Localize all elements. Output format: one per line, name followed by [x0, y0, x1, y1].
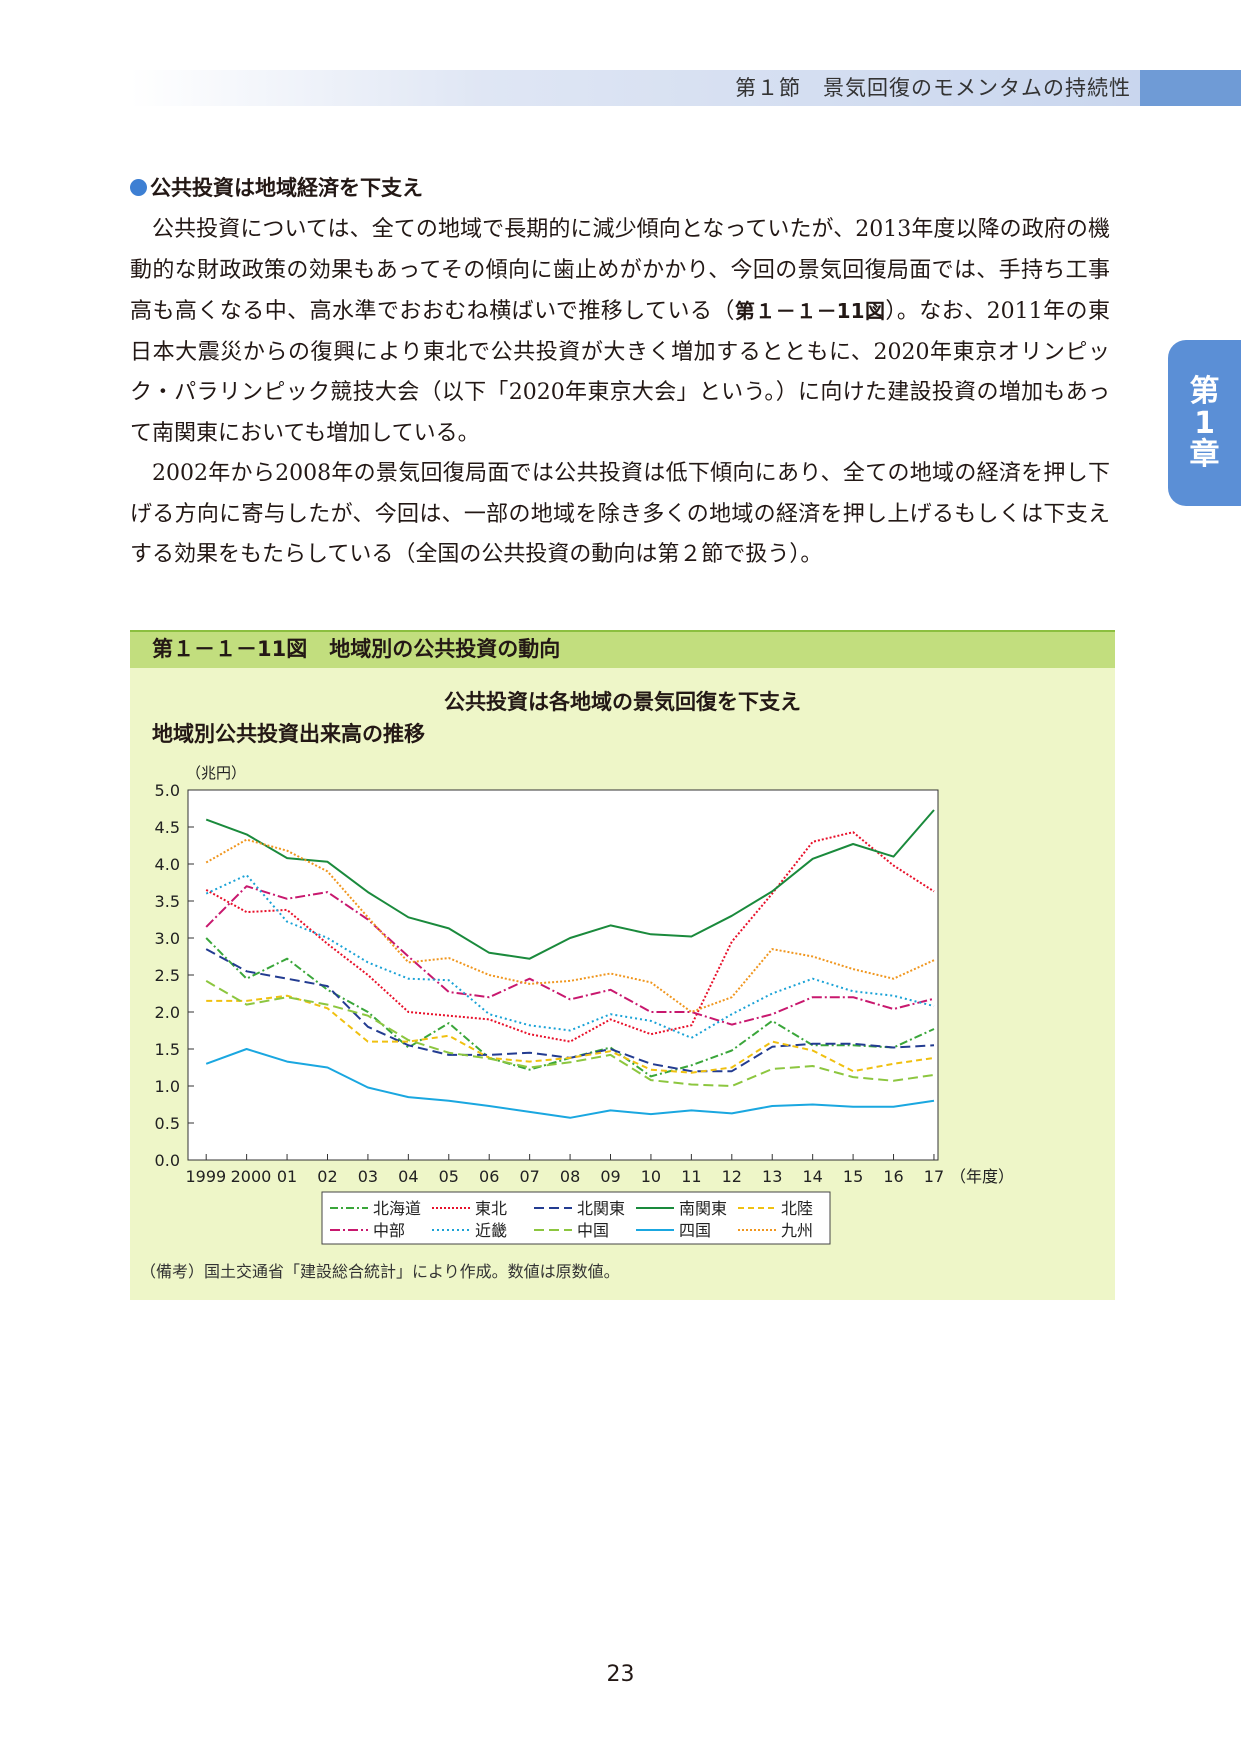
series-line-6: [205, 874, 935, 1039]
section-heading: 公共投資は地域経済を下支え: [130, 172, 423, 202]
x-axis-unit-label: （年度）: [950, 1167, 1014, 1186]
y-tick-label: 0.0: [155, 1151, 180, 1170]
legend-label-7: 中国: [577, 1221, 609, 1240]
x-tick-label: 01: [277, 1167, 297, 1186]
y-tick-label: 4.0: [155, 855, 180, 874]
x-tick-label: 12: [722, 1167, 742, 1186]
page-number: 23: [606, 1662, 635, 1687]
x-tick-label: 1999: [185, 1167, 226, 1186]
y-tick-label: 3.5: [155, 892, 180, 911]
paragraph-1-part-b: ）。なお、2011年の東日本大震災からの復興により東北で公共投資が大きく増加する…: [130, 299, 1110, 446]
paragraph-1: 公共投資については、全ての地域で長期的に減少傾向となっていたが、2013年度以降…: [130, 210, 1110, 454]
x-tick-label: 02: [317, 1167, 337, 1186]
x-tick-label: 17: [924, 1167, 944, 1186]
figure-title: 地域別の公共投資の動向: [329, 637, 561, 661]
y-tick-label: 2.5: [155, 966, 180, 985]
running-header: 第１節 景気回復のモメンタムの持続性: [735, 76, 1131, 100]
series-line-5: [205, 885, 935, 1026]
legend-label-3: 南関東: [679, 1199, 727, 1218]
chapter-tab-label-2: 1: [1194, 405, 1215, 441]
x-tick-label: 15: [843, 1167, 863, 1186]
y-tick-label: 1.0: [155, 1077, 180, 1096]
chart-subtitle: 公共投資は各地域の景気回復を下支え: [444, 690, 801, 714]
legend-box: [321, 1191, 831, 1245]
chapter-tab-label-1: 第: [1189, 374, 1220, 409]
figure-reference-link: 第１－１－11図: [734, 299, 886, 323]
chapter-tab-label-3: 章: [1189, 437, 1220, 472]
x-tick-label: 10: [641, 1167, 661, 1186]
x-tick-label: 13: [762, 1167, 782, 1186]
legend-label-8: 四国: [679, 1221, 711, 1240]
legend-label-1: 東北: [475, 1199, 507, 1218]
series-line-9: [205, 838, 935, 1013]
x-tick-label: 11: [681, 1167, 701, 1186]
x-tick-label: 05: [439, 1167, 459, 1186]
series-line-7: [205, 980, 935, 1087]
y-tick-label: 2.0: [155, 1003, 180, 1022]
bullet-icon: [130, 178, 147, 196]
y-tick-label: 0.5: [155, 1114, 180, 1133]
x-tick-label: 2000: [231, 1167, 272, 1186]
body-text: 公共投資については、全ての地域で長期的に減少傾向となっていたが、2013年度以降…: [130, 210, 1110, 576]
y-tick-label: 1.5: [155, 1040, 180, 1059]
chapter-tab: 第 1 章: [1168, 340, 1241, 506]
x-tick-label: 14: [802, 1167, 822, 1186]
x-tick-label: 16: [883, 1167, 903, 1186]
series-line-8: [205, 1048, 935, 1119]
plot-area: [187, 789, 939, 1161]
line-chart: （兆円） 0.0 0.5 1.0 1.5 2.0 2.5 3.0 3.5 4.0 4.5 5.0 199…: [155, 764, 1014, 1245]
x-tick-label: 03: [358, 1167, 378, 1186]
x-tick-label: 09: [600, 1167, 620, 1186]
y-axis-unit-label: （兆円）: [186, 764, 246, 782]
x-tick-label: 04: [398, 1167, 418, 1186]
legend-label-9: 九州: [781, 1221, 813, 1240]
series-line-4: [206, 994, 935, 1074]
legend-label-4: 北陸: [781, 1199, 813, 1218]
header-band: [130, 70, 1140, 106]
x-tick-label: 06: [479, 1167, 499, 1186]
x-tick-label: 07: [519, 1167, 539, 1186]
legend-label-6: 近畿: [475, 1221, 507, 1240]
paragraph-1-part-a: 公共投資については、全ての地域で長期的に減少傾向となっていたが、2013年度以降…: [130, 217, 1110, 324]
figure-note: （備考）国土交通省「建設総合統計」により作成。数値は原数値。: [140, 1262, 620, 1281]
chart-heading: 地域別公共投資出来高の推移: [152, 722, 425, 746]
legend-label-2: 北関東: [577, 1199, 625, 1218]
y-tick-label: 3.0: [155, 929, 180, 948]
figure-number: 第１－１－11図: [152, 637, 308, 661]
legend-label-0: 北海道: [373, 1199, 421, 1218]
header-tab: [1140, 70, 1241, 106]
y-tick-label: 4.5: [155, 818, 180, 837]
paragraph-2: 2002年から2008年の景気回復局面では公共投資は低下傾向にあり、全ての地域の…: [130, 461, 1110, 567]
figure-title-bar: 第１－１－11図 地域別の公共投資の動向: [130, 630, 1115, 668]
y-tick-label: 5.0: [155, 781, 180, 800]
x-tick-label: 08: [560, 1167, 580, 1186]
legend-label-5: 中部: [373, 1221, 405, 1240]
figure-box: 第１－１－11図 地域別の公共投資の動向 公共投資は各地域の景気回復を下支え 地域…: [130, 630, 1115, 1300]
series-line-3: [205, 809, 935, 960]
section-heading-text: 公共投資は地域経済を下支え: [150, 176, 423, 200]
